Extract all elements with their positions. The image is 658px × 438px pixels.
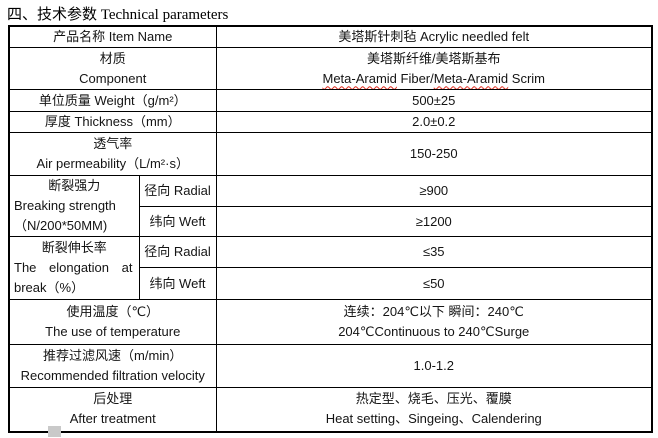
elongation-radial-label: 径向 Radial (138, 236, 217, 268)
thickness-value: 2.0±0.2 (215, 111, 653, 133)
component-value-en: Meta-Aramid Fiber/Meta-Aramid Scrim (221, 69, 648, 89)
elongation-label: 断裂伸长率 The elongation at break（%） (8, 236, 140, 300)
component-label-zh: 材质 (99, 50, 126, 66)
breaking-strength-radial-value: ≥900 (215, 174, 653, 208)
component-value-en-end: Scrim (508, 70, 546, 86)
breaking-strength-label-zh: 断裂强力 (48, 178, 101, 193)
weight-value: 500±25 (215, 89, 653, 112)
elongation-weft-label: 纬向 Weft (138, 267, 217, 300)
table-row: 后处理 After treatment 热定型、烧毛、压光、覆膜 Heat se… (8, 387, 653, 432)
breaking-strength-label: 断裂强力 Breaking strength （N/200*50MM) (8, 175, 140, 237)
breaking-strength-label-unit: （N/200*50MM) (14, 218, 108, 233)
component-value: 美塔斯纤维/美塔斯基布 Meta-Aramid Fiber/Meta-Arami… (215, 47, 653, 90)
section-title: 四、技术参数 Technical parameters (7, 7, 229, 23)
temperature-label-en: The use of temperature (45, 324, 181, 339)
table-row: 厚度 Thickness（mm） 2.0±0.2 (8, 111, 653, 133)
after-treatment-value-zh: 热定型、烧毛、压光、覆膜 (355, 391, 512, 407)
item-name-label: 产品名称 Item Name (8, 25, 217, 48)
component-label: 材质 Component (8, 47, 217, 90)
velocity-label-zh: 推荐过滤风速（m/min） (43, 348, 183, 363)
table-row: 使用温度（℃） The use of temperature 连续：204℃以下… (8, 299, 653, 345)
table-row: 材质 Component 美塔斯纤维/美塔斯基布 Meta-Aramid Fib… (8, 47, 653, 90)
table-row: 纬向 Weft ≥1200 (9, 206, 653, 237)
misspelled-word: Meta-Aramid (433, 70, 509, 86)
breaking-strength-label-en: Breaking strength (14, 198, 116, 213)
item-name-value: 美塔斯针刺毡 Acrylic needled felt (215, 25, 653, 48)
thickness-label: 厚度 Thickness（mm） (8, 111, 217, 133)
component-value-en-mid: Fiber/ (396, 70, 434, 86)
table-row: 推荐过滤风速（m/min） Recommended filtration vel… (8, 344, 653, 388)
after-treatment-label-zh: 后处理 (93, 391, 133, 407)
temperature-label: 使用温度（℃） The use of temperature (8, 299, 217, 345)
velocity-label: 推荐过滤风速（m/min） Recommended filtration vel… (8, 344, 217, 388)
air-permeability-label-zh: 透气率 (93, 136, 133, 151)
elongation-label-en-line1: The elongation at (14, 260, 133, 275)
air-permeability-label-en: Air permeability（L/m²·s） (36, 156, 189, 171)
velocity-label-en: Recommended filtration velocity (20, 368, 205, 383)
misspelled-word: Meta-Aramid (322, 70, 397, 86)
air-permeability-label: 透气率 Air permeability（L/m²·s） (8, 132, 217, 176)
table-row: 断裂强力 Breaking strength （N/200*50MM) 径向 R… (8, 174, 653, 237)
elongation-label-en-line2: break（%） (14, 280, 85, 295)
temperature-value-en: 204℃Continuous to 240℃Surge (338, 324, 530, 339)
elongation-radial-value: ≤35 (215, 236, 653, 268)
table-row: 纬向 Weft ≤50 (9, 267, 653, 300)
table-row: 单位质量 Weight（g/m²） 500±25 (8, 89, 653, 112)
component-value-zh: 美塔斯纤维/美塔斯基布 (366, 50, 501, 66)
breaking-strength-weft-value: ≥1200 (215, 206, 653, 237)
after-treatment-label: 后处理 After treatment (8, 387, 217, 432)
table-row: 透气率 Air permeability（L/m²·s） 150-250 (8, 132, 653, 176)
anchor-handle-square (48, 426, 61, 437)
air-permeability-value: 150-250 (215, 132, 653, 176)
component-label-en: Component (79, 70, 147, 86)
table-row: 断裂伸长率 The elongation at break（%） 径向 Radi… (8, 236, 653, 300)
technical-parameters-table: 产品名称 Item Name 美塔斯针刺毡 Acrylic needled fe… (8, 25, 653, 433)
temperature-value: 连续：204℃以下 瞬间：240℃ 204℃Continuous to 240℃… (215, 299, 653, 345)
after-treatment-value-en: Heat setting、Singeing、Calendering (325, 411, 542, 427)
after-treatment-label-en: After treatment (69, 411, 156, 427)
velocity-value: 1.0-1.2 (215, 344, 653, 388)
temperature-value-zh: 连续：204℃以下 瞬间：240℃ (343, 304, 524, 319)
elongation-weft-value: ≤50 (215, 267, 653, 300)
table-row: 产品名称 Item Name 美塔斯针刺毡 Acrylic needled fe… (8, 25, 653, 48)
weight-label: 单位质量 Weight（g/m²） (8, 89, 217, 112)
after-treatment-value: 热定型、烧毛、压光、覆膜 Heat setting、Singeing、Calen… (215, 387, 653, 432)
breaking-strength-radial-label: 径向 Radial (138, 174, 217, 208)
breaking-strength-weft-label: 纬向 Weft (138, 206, 217, 237)
elongation-label-zh: 断裂伸长率 (41, 240, 107, 255)
temperature-label-zh: 使用温度（℃） (66, 304, 160, 319)
